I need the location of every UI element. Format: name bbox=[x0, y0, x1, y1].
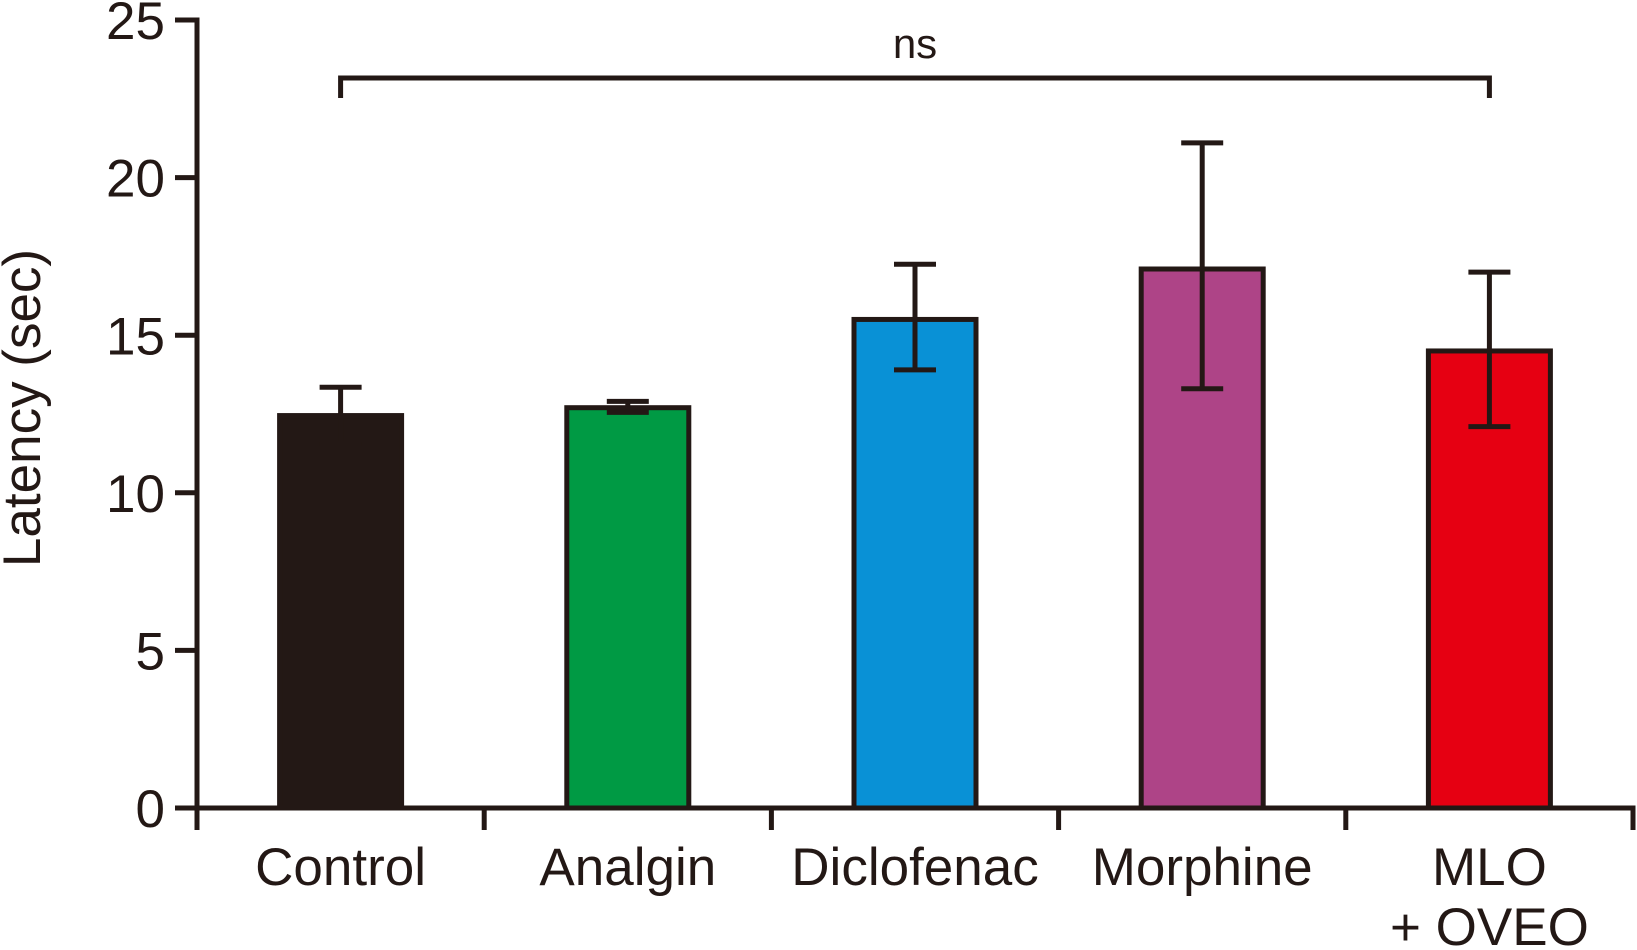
bar-control bbox=[277, 413, 405, 811]
x-label-mlo-oveo-line-1: MLO bbox=[1432, 838, 1547, 897]
x-label-analgin: Analgin bbox=[539, 838, 716, 897]
y-axis-title: Latency (sec) bbox=[0, 249, 52, 567]
x-label-control: Control bbox=[255, 838, 426, 897]
significance-bracket bbox=[338, 75, 1492, 98]
significance-label: ns bbox=[893, 20, 937, 67]
y-tick-label-10: 10 bbox=[106, 465, 165, 524]
y-tick-label-15: 15 bbox=[106, 307, 165, 366]
x-label-morphine: Morphine bbox=[1092, 838, 1313, 897]
y-tick-label-0: 0 bbox=[136, 780, 165, 839]
x-label-diclofenac: Diclofenac bbox=[791, 838, 1038, 897]
bar-diclofenac bbox=[851, 316, 979, 811]
y-tick-label-20: 20 bbox=[106, 150, 165, 209]
x-label-mlo-oveo-line-2: + OVEO bbox=[1390, 898, 1589, 950]
bar-analgin bbox=[564, 405, 692, 811]
y-tick-label-5: 5 bbox=[136, 622, 165, 681]
y-tick-label-25: 25 bbox=[106, 0, 165, 51]
